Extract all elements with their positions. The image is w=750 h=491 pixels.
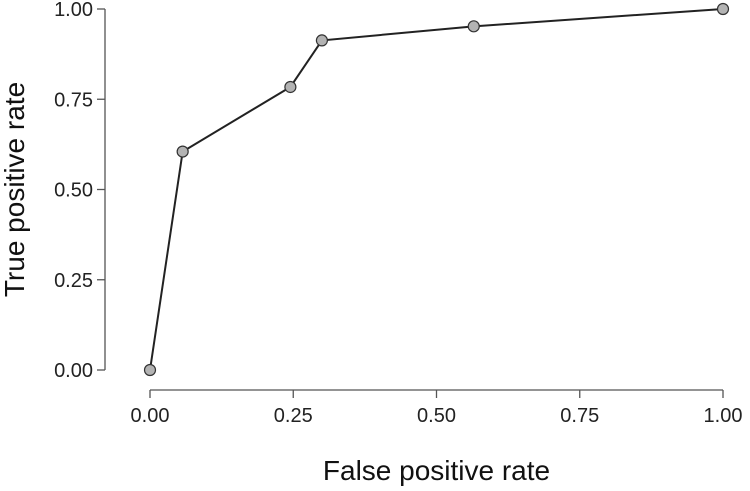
x-axis: 0.00 0.25 0.50 0.75 1.00 bbox=[131, 389, 743, 427]
data-point bbox=[467, 20, 480, 33]
data-point bbox=[143, 363, 157, 377]
x-tick-label: 0.25 bbox=[274, 405, 313, 427]
x-tick-label: 0.00 bbox=[131, 405, 170, 427]
x-tick-label: 1.00 bbox=[704, 405, 743, 427]
data-point bbox=[176, 145, 189, 158]
y-tick-label: 0.00 bbox=[54, 360, 93, 382]
data-point bbox=[716, 2, 730, 16]
series-layer bbox=[149, 8, 724, 371]
roc-curve-line bbox=[149, 8, 724, 371]
points-layer bbox=[143, 2, 730, 377]
x-tick-label: 0.50 bbox=[417, 405, 456, 427]
y-axis-label: True positive rate bbox=[0, 82, 30, 297]
y-tick-label: 0.25 bbox=[54, 270, 93, 292]
y-axis: 0.00 0.25 0.50 0.75 1.00 bbox=[54, 0, 106, 382]
y-tick-label: 0.50 bbox=[54, 180, 93, 202]
x-axis-label: False positive rate bbox=[323, 455, 550, 486]
y-tick-label: 0.75 bbox=[54, 89, 93, 111]
x-tick-label: 0.75 bbox=[560, 405, 599, 427]
data-point bbox=[284, 80, 297, 94]
y-tick-label: 1.00 bbox=[54, 0, 93, 21]
data-point bbox=[315, 34, 328, 47]
